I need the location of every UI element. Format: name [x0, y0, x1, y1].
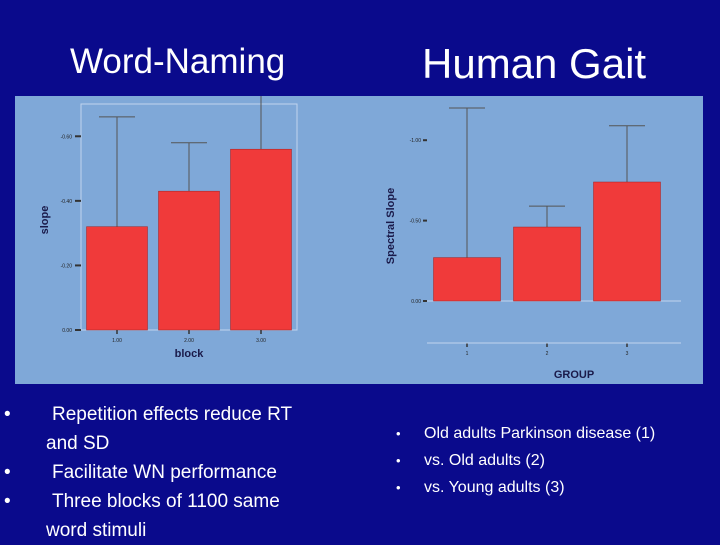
right-bullet-list: • Old adults Parkinson disease (1) • vs. O… — [394, 420, 714, 501]
bar — [433, 257, 501, 302]
bar — [513, 226, 581, 302]
x-tick-label: 1 — [466, 351, 469, 357]
list-item: • Three blocks of 1100 same word stimuli — [4, 487, 324, 545]
y-tick-label: -0.40 — [61, 199, 73, 205]
bullet-icon: • — [4, 491, 11, 512]
bar — [86, 226, 148, 331]
charts-svg: 0.00 -0.20 -0.40 -0.60 1.00 2.00 3.00 block slop… — [39, 96, 681, 381]
y-tick-label: 0.00 — [62, 328, 72, 334]
bullet-icon: • — [396, 480, 401, 495]
y-tick-label: -0.20 — [61, 263, 73, 269]
bar — [158, 190, 220, 331]
bullet-icon: • — [4, 462, 11, 483]
list-item: • Repetition effects reduce RT and SD — [4, 400, 324, 458]
y-tick-label: -1.00 — [410, 138, 422, 144]
y-axis-label: slope — [39, 206, 51, 235]
y-tick-label: -0.50 — [410, 219, 422, 225]
list-item: • Old adults Parkinson disease (1) — [394, 420, 714, 447]
bullet-text: Facilitate WN performance — [52, 462, 277, 483]
left-bullet-list: • Repetition effects reduce RT and SD • Fa… — [4, 400, 324, 545]
bar — [230, 148, 292, 331]
x-tick-label: 3.00 — [256, 338, 266, 344]
list-item: • vs. Young adults (3) — [394, 474, 714, 501]
x-tick-label: 3 — [626, 351, 629, 357]
bullet-text: Repetition effects reduce RT and SD — [46, 404, 292, 454]
x-axis-label: GROUP — [554, 369, 594, 381]
right-title: Human Gait — [422, 40, 647, 87]
left-title: Word-Naming — [70, 42, 286, 81]
x-tick-label: 2.00 — [184, 338, 194, 344]
bar — [593, 181, 661, 302]
bullet-icon: • — [4, 404, 11, 425]
bullet-text: Three blocks of 1100 same word stimuli — [46, 491, 280, 541]
x-tick-label: 1.00 — [112, 338, 122, 344]
x-axis-label: block — [175, 348, 205, 360]
list-item: • vs. Old adults (2) — [394, 447, 714, 474]
y-tick-label: 0.00 — [411, 299, 421, 305]
y-tick-label: -0.60 — [61, 134, 73, 140]
bullet-icon: • — [396, 453, 401, 468]
bullet-text: vs. Young adults (3) — [424, 479, 565, 496]
list-item: • Facilitate WN performance — [4, 458, 324, 487]
bullet-text: vs. Old adults (2) — [424, 452, 545, 469]
bullet-icon: • — [396, 426, 401, 441]
bullet-text: Old adults Parkinson disease (1) — [424, 425, 656, 442]
x-tick-label: 2 — [546, 351, 549, 357]
y-axis-label: Spectral Slope — [385, 188, 397, 264]
charts-panel: 0.00 -0.20 -0.40 -0.60 1.00 2.00 3.00 block slop… — [15, 96, 703, 384]
